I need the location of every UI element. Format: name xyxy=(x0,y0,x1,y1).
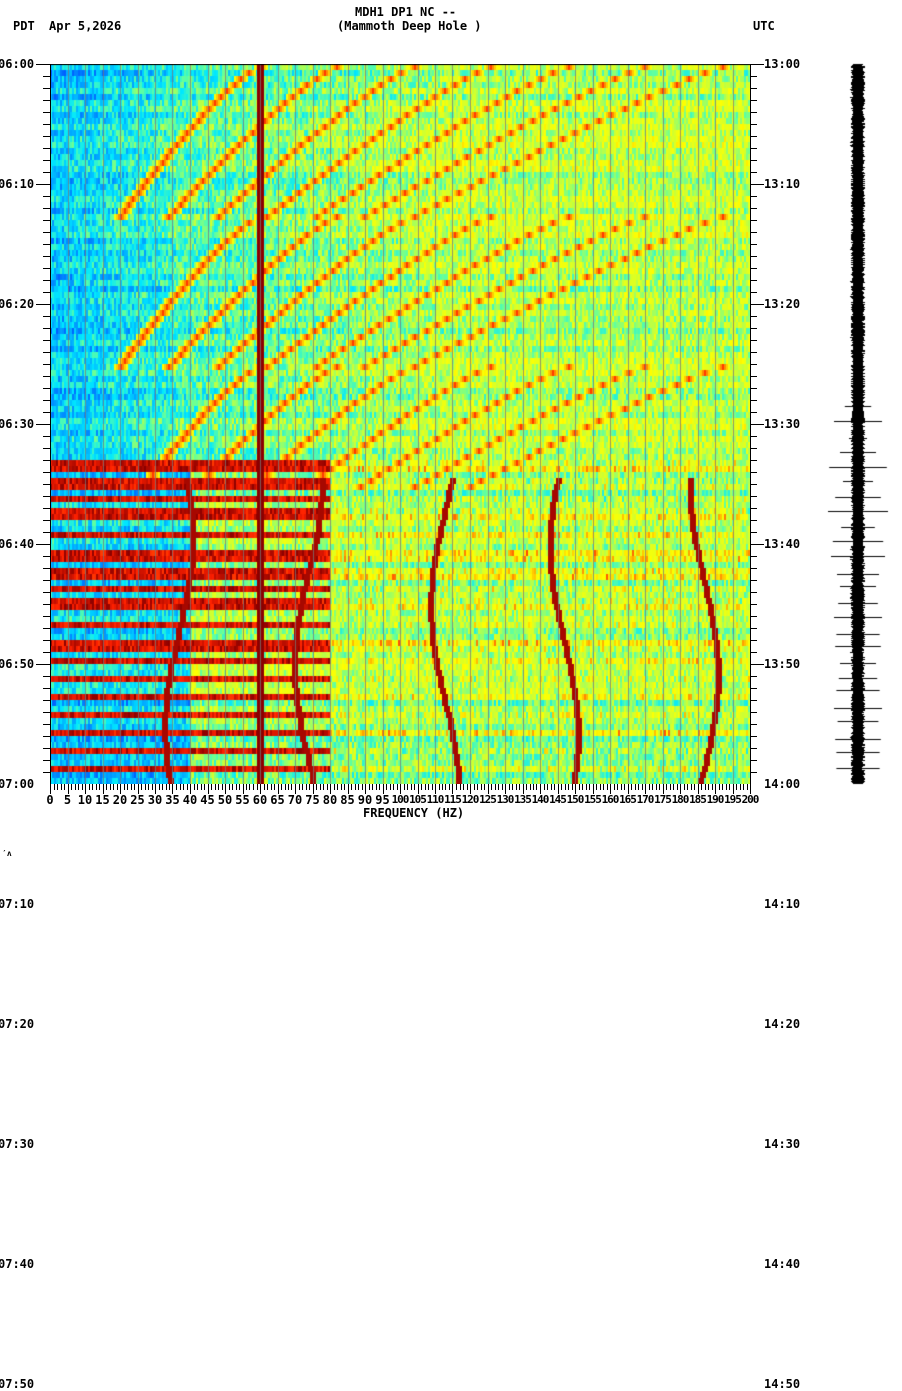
y-tick-right: 14:30 xyxy=(764,1137,801,1151)
x-tick: 200 xyxy=(741,793,760,806)
x-tick: 150 xyxy=(566,793,585,806)
x-tick: 35 xyxy=(165,793,180,807)
station-code-title: MDH1 DP1 NC -- xyxy=(355,5,457,19)
x-tick: 160 xyxy=(601,793,620,806)
spectrogram-heatmap xyxy=(50,64,750,784)
x-tick: 165 xyxy=(619,793,637,806)
x-tick: 55 xyxy=(235,793,250,807)
x-tick: 190 xyxy=(706,793,725,806)
x-tick: 10 xyxy=(77,793,93,807)
y-tick-right: 14:20 xyxy=(764,1017,801,1031)
y-tick-right: 13:40 xyxy=(764,537,801,551)
x-tick: 5 xyxy=(63,793,72,807)
timezone-left-label: PDT xyxy=(13,19,35,33)
timezone-right-label: UTC xyxy=(753,19,775,33)
y-tick-left: 07:30 xyxy=(0,1137,35,1151)
x-tick: 15 xyxy=(95,793,110,807)
y-tick-right: 13:00 xyxy=(764,57,801,71)
x-tick: 60 xyxy=(252,793,268,807)
x-tick: 120 xyxy=(461,793,480,806)
y-tick-right: 13:10 xyxy=(764,177,801,191)
footer-mark: ′ʌ xyxy=(2,849,12,858)
y-tick-right: 13:20 xyxy=(764,297,801,311)
x-tick: 70 xyxy=(287,793,303,807)
spectrogram-axes xyxy=(36,64,764,794)
y-tick-left: 06:40 xyxy=(0,537,35,551)
y-tick-left: 07:20 xyxy=(0,1017,35,1031)
x-tick: 65 xyxy=(270,793,285,807)
y-tick-left: 06:20 xyxy=(0,297,35,311)
y-tick-right: 14:10 xyxy=(764,897,801,911)
x-tick: 180 xyxy=(671,793,690,806)
x-tick: 95 xyxy=(375,793,390,807)
x-tick: 20 xyxy=(112,793,128,807)
x-tick: 0 xyxy=(46,793,54,807)
x-tick: 115 xyxy=(444,793,462,806)
x-tick: 195 xyxy=(724,793,742,806)
x-tick: 50 xyxy=(217,793,233,807)
x-tick: 185 xyxy=(689,793,707,806)
x-tick: 175 xyxy=(654,793,672,806)
x-tick: 105 xyxy=(409,793,427,806)
y-tick-left: 07:10 xyxy=(0,897,35,911)
x-tick: 75 xyxy=(305,793,320,807)
y-tick-right: 14:00 xyxy=(764,777,801,791)
y-tick-right: 13:30 xyxy=(764,417,801,431)
y-tick-left: 07:00 xyxy=(0,777,35,791)
date-label: Apr 5,2026 xyxy=(49,19,122,33)
x-tick: 135 xyxy=(514,793,532,806)
x-tick: 100 xyxy=(391,793,410,806)
x-tick: 90 xyxy=(357,793,373,807)
x-axis-title: FREQUENCY (HZ) xyxy=(363,806,465,820)
x-tick: 155 xyxy=(584,793,602,806)
y-tick-left: 06:00 xyxy=(0,57,35,71)
x-tick: 130 xyxy=(496,793,515,806)
y-tick-right: 14:50 xyxy=(764,1377,801,1391)
y-tick-left: 06:50 xyxy=(0,657,35,671)
x-tick: 25 xyxy=(130,793,145,807)
x-tick: 85 xyxy=(340,793,355,807)
y-tick-right: 13:50 xyxy=(764,657,801,671)
x-tick: 45 xyxy=(200,793,215,807)
y-tick-left: 07:50 xyxy=(0,1377,35,1391)
x-tick: 30 xyxy=(147,793,163,807)
y-tick-left: 06:30 xyxy=(0,417,35,431)
x-tick: 40 xyxy=(182,793,198,807)
x-tick: 80 xyxy=(322,793,338,807)
y-tick-left: 07:40 xyxy=(0,1257,35,1271)
seismogram-trace xyxy=(815,60,902,790)
x-tick: 140 xyxy=(531,793,550,806)
y-tick-left: 06:10 xyxy=(0,177,35,191)
x-tick: 110 xyxy=(426,793,445,806)
y-tick-right: 14:40 xyxy=(764,1257,801,1271)
x-tick: 125 xyxy=(479,793,497,806)
x-tick: 170 xyxy=(636,793,655,806)
station-name-title: (Mammoth Deep Hole ) xyxy=(337,19,482,33)
x-tick: 145 xyxy=(549,793,567,806)
